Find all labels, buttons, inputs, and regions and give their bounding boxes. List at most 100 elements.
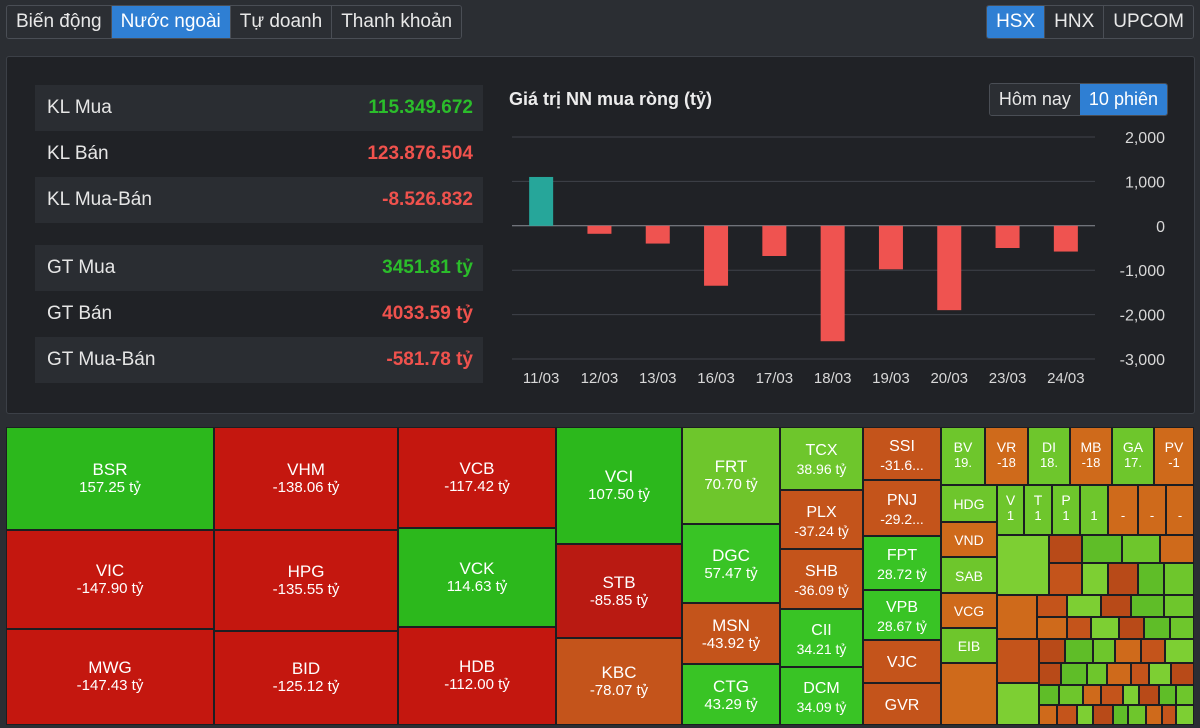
treemap-cell-vr[interactable]: VR -18 [985, 427, 1028, 485]
treemap-tile[interactable] [1059, 685, 1083, 705]
treemap-cell-cii[interactable]: CII 34.21 tỷ [780, 609, 863, 667]
treemap-tile[interactable] [1131, 595, 1164, 617]
treemap-cell-vcg[interactable]: VCG [941, 593, 997, 628]
tab-hnx[interactable]: HNX [1045, 6, 1105, 38]
treemap-tile[interactable] [1083, 685, 1101, 705]
treemap-tile[interactable] [1149, 663, 1171, 685]
treemap-tile[interactable] [1037, 595, 1067, 617]
treemap-cell-small[interactable]: - [1166, 485, 1194, 535]
treemap-tile[interactable] [1108, 563, 1138, 595]
treemap-cell-bv[interactable]: BV 19. [941, 427, 985, 485]
treemap-cell-msn[interactable]: MSN -43.92 tỷ [682, 603, 780, 664]
treemap-cell-di[interactable]: DI 18. [1028, 427, 1070, 485]
treemap-tile[interactable] [1093, 639, 1115, 663]
treemap-tile[interactable] [1176, 685, 1194, 705]
treemap-cell-vci[interactable]: VCI 107.50 tỷ [556, 427, 682, 544]
treemap-tile[interactable] [1171, 663, 1194, 685]
treemap-cell-vic[interactable]: VIC -147.90 tỷ [6, 530, 214, 629]
treemap-cell-small[interactable]: - [1138, 485, 1166, 535]
treemap-tile[interactable] [1049, 563, 1082, 595]
period-10-sessions-button[interactable]: 10 phiên [1079, 84, 1167, 115]
treemap-cell-pnj[interactable]: PNJ -29.2... [863, 480, 941, 536]
treemap-tile[interactable] [1039, 685, 1059, 705]
treemap-cell-tcx[interactable]: TCX 38.96 tỷ [780, 427, 863, 490]
tab-thanh-khoan[interactable]: Thanh khoản [332, 6, 462, 38]
treemap-tile[interactable] [1067, 595, 1101, 617]
treemap-tile[interactable] [997, 595, 1037, 639]
treemap-tile[interactable] [1115, 639, 1141, 663]
treemap-cell-ctg[interactable]: CTG 43.29 tỷ [682, 664, 780, 725]
treemap-tile[interactable] [1119, 617, 1144, 639]
treemap-cell-hpg[interactable]: HPG -135.55 tỷ [214, 530, 398, 631]
treemap-tile[interactable] [1087, 663, 1107, 685]
tab-tu-doanh[interactable]: Tự doanh [230, 6, 333, 38]
treemap-cell-small[interactable]: 1 [1080, 485, 1108, 535]
treemap-tile[interactable] [1082, 563, 1108, 595]
treemap-cell-vjc[interactable]: VJC [863, 640, 941, 683]
treemap-tile[interactable] [1101, 685, 1123, 705]
treemap-cell-mb[interactable]: MB -18 [1070, 427, 1112, 485]
treemap-tile[interactable] [1165, 639, 1194, 663]
treemap-tile[interactable] [1065, 639, 1093, 663]
treemap-cell-gvr[interactable]: GVR [863, 683, 941, 725]
treemap-tile[interactable] [1123, 685, 1139, 705]
tab-upcom[interactable]: UPCOM [1104, 6, 1193, 38]
treemap-tile[interactable] [1139, 685, 1159, 705]
treemap-tile[interactable] [1067, 617, 1091, 639]
treemap-cell-vhm[interactable]: VHM -138.06 tỷ [214, 427, 398, 530]
treemap-tile[interactable] [1138, 563, 1164, 595]
treemap-tile[interactable] [1077, 705, 1093, 725]
treemap-tile[interactable] [1061, 663, 1087, 685]
treemap-cell-mwg[interactable]: MWG -147.43 tỷ [6, 629, 214, 725]
treemap-tile[interactable] [1039, 705, 1057, 725]
treemap-tile[interactable] [997, 639, 1039, 683]
treemap-tile[interactable] [1091, 617, 1119, 639]
treemap-cell-hdg[interactable]: HDG [941, 485, 997, 522]
treemap-tile[interactable] [1159, 685, 1176, 705]
treemap-cell-pv[interactable]: PV -1 [1154, 427, 1194, 485]
treemap-cell-eib[interactable]: EIB [941, 628, 997, 663]
treemap-cell-kbc[interactable]: KBC -78.07 tỷ [556, 638, 682, 725]
treemap-cell-hdb[interactable]: HDB -112.00 tỷ [398, 627, 556, 725]
tab-bien-dong[interactable]: Biến động [7, 6, 112, 38]
treemap-tile[interactable] [1146, 705, 1162, 725]
treemap-tile[interactable] [1082, 535, 1122, 563]
treemap-tile[interactable] [1162, 705, 1176, 725]
tab-hsx[interactable]: HSX [987, 6, 1046, 38]
treemap-tile[interactable] [1049, 535, 1082, 563]
treemap-cell-dcm[interactable]: DCM 34.09 tỷ [780, 667, 863, 725]
treemap-tile[interactable] [1039, 639, 1065, 663]
treemap-cell-stb[interactable]: STB -85.85 tỷ [556, 544, 682, 638]
treemap-tile[interactable] [1160, 535, 1194, 563]
treemap-tile[interactable] [1170, 617, 1194, 639]
treemap-cell-shb[interactable]: SHB -36.09 tỷ [780, 549, 863, 609]
tab-nuoc-ngoai[interactable]: Nước ngoài [111, 6, 231, 38]
treemap-tile[interactable] [1107, 663, 1131, 685]
treemap-tile[interactable] [1128, 705, 1146, 725]
treemap-cell-bid[interactable]: BID -125.12 tỷ [214, 631, 398, 725]
treemap-cell-vck[interactable]: VCK 114.63 tỷ [398, 528, 556, 627]
treemap-cell-dgc[interactable]: DGC 57.47 tỷ [682, 524, 780, 603]
period-today-button[interactable]: Hôm nay [989, 84, 1080, 115]
treemap-tile[interactable] [1057, 705, 1077, 725]
treemap-cell-vcb[interactable]: VCB -117.42 tỷ [398, 427, 556, 528]
treemap-cell-small[interactable]: - [1108, 485, 1138, 535]
treemap-tile[interactable] [1101, 595, 1131, 617]
treemap-tile[interactable] [1144, 617, 1170, 639]
treemap-tile[interactable] [1141, 639, 1165, 663]
treemap-cell-ssi[interactable]: SSI -31.6... [863, 427, 941, 480]
treemap-tile[interactable] [1093, 705, 1113, 725]
treemap-tile[interactable] [941, 663, 997, 725]
treemap-cell-vnd[interactable]: VND [941, 522, 997, 557]
treemap-tile[interactable] [1037, 617, 1067, 639]
treemap-cell-vpb[interactable]: VPB 28.67 tỷ [863, 590, 941, 640]
treemap-cell-frt[interactable]: FRT 70.70 tỷ [682, 427, 780, 524]
treemap-cell-sab[interactable]: SAB [941, 557, 997, 593]
treemap-tile[interactable] [1113, 705, 1128, 725]
treemap-cell-ga[interactable]: GA 17. [1112, 427, 1154, 485]
treemap-tile[interactable] [1164, 563, 1194, 595]
treemap-tile[interactable] [1164, 595, 1194, 617]
